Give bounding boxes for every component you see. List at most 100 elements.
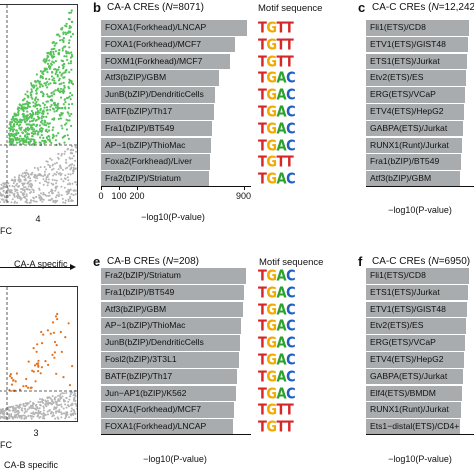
motif-letter: T [284,402,294,418]
scatter-point [71,102,74,106]
scatter-point [65,22,68,25]
scatter-point [48,194,51,197]
scatter-point [51,321,55,324]
scatter-point [14,416,17,419]
bar-row: RUNX1(Runt)/Jurkat [366,402,474,418]
bar-label: Fra1(bZIP)/BT549 [370,156,440,167]
scatter-point [19,127,22,130]
panel-b-logos: TGTTTACTGTTTACTGTTTACTGACTCATGACTCATGACT… [258,20,308,190]
motif-letter: T [276,36,286,53]
scatter-point [30,93,33,96]
scatter-point [64,123,67,126]
scatter-point [47,181,50,184]
scatter-point [45,176,48,179]
scatter-point [57,102,60,105]
scatter-point [61,392,64,395]
bar-label: Jun−AP1(bZIP)/K562 [105,387,187,398]
scatter-point [62,103,65,106]
scatter-point [57,51,61,54]
scatter-point [19,139,22,142]
scatter-point [72,408,75,411]
scatter-point [70,81,73,85]
scatter-point [45,136,49,139]
scatter-point [22,112,25,115]
scatter-point [31,171,34,174]
scatter-point [71,182,74,185]
bar [366,385,462,402]
scatter-point [55,69,58,72]
scatter-bottom-x-tick: 3 [33,428,39,438]
scatter-point [61,26,64,30]
scatter-point [32,407,35,410]
scatter-point [69,197,72,200]
scatter-point [38,407,41,410]
bar-row: BATF(bZIP)/Th17 [101,368,253,385]
scatter-point [48,122,52,125]
scatter-point [53,101,56,104]
scatter-point [11,198,14,201]
scatter-point [18,176,20,179]
scatter-point [26,110,29,113]
scatter-point [26,386,30,389]
scatter-point [1,408,4,410]
scatter-point [38,416,41,419]
scatter-point [55,134,58,137]
scatter-point [59,39,62,42]
scatter-point [34,81,37,84]
panel-c-title: CA-C CREs (N=12,242) [372,2,474,13]
scatter-point [53,179,56,182]
scatter-point [73,411,76,414]
scatter-point [52,411,55,414]
scatter-point [15,139,18,142]
scatter-point [60,173,63,175]
scatter-point [26,117,30,120]
bar-row: ETV1(ETS)/GIST48 [366,301,474,318]
scatter-point [75,403,77,406]
scatter-point [36,113,39,116]
scatter-point [34,179,37,182]
scatter-point [64,336,67,339]
bar [101,318,242,334]
scatter-point [47,413,49,416]
scatter-point [66,191,69,193]
scatter-point [74,412,77,415]
scatter-point [28,179,31,182]
scatter-point [71,412,74,415]
scatter-point [15,123,19,126]
scatter-point [39,136,42,139]
scatter-point [68,119,71,122]
scatter-point [60,416,63,419]
scatter-point [42,193,45,196]
scatter-point [46,93,49,96]
scatter-point [74,159,77,162]
panel-e-title-n: N [165,256,174,267]
bar-row: ETV4(ETS)/HepG2 [366,104,474,120]
scatter-point [40,192,42,195]
bar-row: Atf3(bZIP)/GBM [101,301,253,318]
bar-label: ETS1(ETS)/Jurkat [370,55,440,66]
scatter-point [23,120,27,123]
scatter-point [39,141,42,145]
scatter-point [73,189,76,192]
bar [101,171,209,187]
bar-label: Fli1(ETS)/CD8 [370,22,426,32]
scatter-point [2,412,5,415]
motif-letter: T [258,284,267,301]
scatter-point [17,411,20,414]
bar-row: Fosl2(bZIP)/3T3L1 [101,352,253,368]
scatter-point [69,56,72,59]
scatter-point [42,402,45,404]
scatter-point [21,139,24,142]
scatter-top-axis-fragment: FC [0,226,12,236]
bar-label: Atf3(bZIP)/GBM [105,303,167,314]
scatter-point [38,128,41,131]
bar-label: FOXM1(Forkhead)/MCF7 [105,55,203,66]
scatter-point [19,403,22,406]
scatter-point [27,133,31,136]
scatter-point [49,105,52,108]
x-tick [101,186,102,190]
bar [366,318,466,334]
bar [366,104,464,120]
scatter-point [53,398,56,401]
scatter-point [8,189,10,192]
